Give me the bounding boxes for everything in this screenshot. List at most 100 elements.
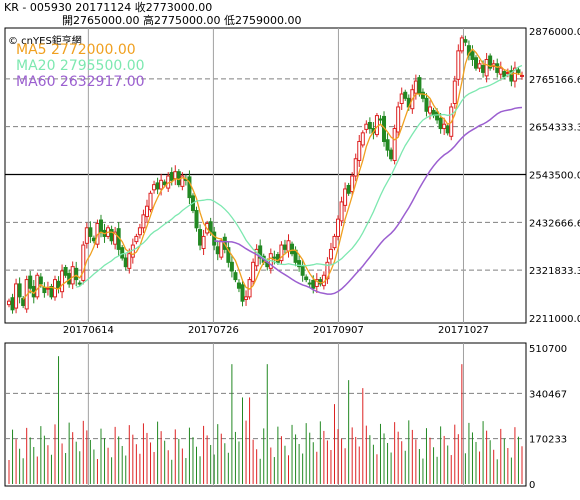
- source-label: © cnYES鉅亨網: [8, 36, 82, 47]
- candle-body: [304, 276, 309, 281]
- candle-body: [378, 118, 383, 121]
- candle-body: [70, 266, 75, 285]
- candle-body: [339, 201, 344, 222]
- candle-body: [463, 39, 468, 43]
- volume-panel: [4, 342, 527, 487]
- candle-body: [360, 132, 365, 146]
- candle-body: [159, 179, 164, 190]
- candle-body: [226, 247, 231, 263]
- candle-body: [332, 235, 337, 249]
- candle-body: [474, 57, 479, 69]
- candle-body: [343, 188, 348, 206]
- candle-body: [364, 123, 369, 130]
- candle-body: [60, 270, 65, 293]
- candle-body: [84, 227, 89, 244]
- price-tick-label: 2543500.00: [529, 171, 580, 182]
- candle-body: [17, 283, 22, 298]
- candle-body: [502, 71, 507, 78]
- candle-body: [272, 256, 277, 259]
- candle-body: [74, 267, 79, 281]
- candle-body: [120, 247, 125, 259]
- candle-body: [244, 296, 249, 300]
- candle-body: [459, 37, 464, 52]
- candle-body: [520, 74, 524, 77]
- candle-body: [91, 237, 96, 242]
- candle-body: [251, 261, 256, 282]
- candle-body: [420, 91, 425, 99]
- candle-body: [314, 279, 319, 287]
- candle-body: [123, 257, 128, 268]
- candle-body: [173, 171, 178, 180]
- volume-tick-label: 510700: [529, 344, 567, 355]
- candle-body: [180, 175, 185, 187]
- candle-body: [350, 175, 355, 193]
- candle-body: [374, 115, 379, 136]
- candle-body: [21, 298, 26, 306]
- candle-body: [392, 128, 397, 161]
- candle-body: [516, 69, 521, 73]
- candle-body: [385, 139, 390, 151]
- volume-tick-label: 340467: [529, 389, 567, 400]
- candle-body: [113, 231, 118, 245]
- legend-ma5: MA5 2772000.00: [16, 42, 136, 58]
- legend-ma20: MA20 2795500.00: [16, 58, 145, 74]
- candle-body: [208, 221, 213, 233]
- candle-body: [389, 149, 394, 160]
- date-tick-label: 20170907: [313, 325, 364, 336]
- candle-body: [148, 192, 153, 211]
- candle-body: [442, 123, 447, 130]
- candle-body: [424, 97, 429, 112]
- candle-body: [346, 185, 351, 194]
- candle-body: [38, 276, 43, 285]
- candle-body: [187, 176, 192, 199]
- candle-body: [488, 55, 493, 69]
- candle-body: [45, 287, 50, 290]
- candle-body: [7, 300, 11, 306]
- candle-body: [477, 63, 482, 69]
- candle-body: [219, 240, 224, 258]
- candle-body: [279, 244, 284, 262]
- candle-body: [282, 244, 287, 250]
- candle-body: [215, 246, 220, 255]
- candle-body: [127, 253, 132, 269]
- candle-body: [134, 235, 139, 243]
- candle-body: [144, 205, 149, 218]
- date-tick-label: 20170726: [188, 325, 239, 336]
- candle-body: [396, 106, 401, 133]
- candle-body: [212, 231, 217, 246]
- candle-body: [236, 282, 241, 289]
- candle-body: [109, 229, 114, 242]
- candle-body: [452, 80, 457, 105]
- candle-body: [229, 261, 234, 272]
- candle-body: [240, 284, 245, 302]
- candle-body: [10, 297, 15, 311]
- candle-body: [498, 67, 503, 75]
- candle-body: [258, 245, 263, 259]
- candle-body: [233, 272, 238, 281]
- price-tick-label: 2765166.6: [529, 75, 580, 86]
- candle-body: [286, 240, 291, 252]
- price-tick-label: 2211000.00: [529, 314, 580, 325]
- candle-body: [49, 285, 54, 298]
- volume-tick-label: 0: [529, 480, 535, 491]
- candle-body: [35, 274, 40, 298]
- candle-body: [81, 244, 86, 281]
- candle-body: [254, 248, 259, 267]
- candle-body: [417, 77, 422, 95]
- candle-body: [198, 229, 203, 246]
- ma20-line: [76, 64, 523, 288]
- candle-body: [512, 67, 517, 82]
- ma60-line: [214, 106, 523, 295]
- candle-body: [481, 65, 486, 73]
- candle-body: [28, 275, 33, 289]
- volume-tick-label: 170233: [529, 435, 567, 446]
- candle-body: [162, 181, 167, 186]
- candle-body: [495, 63, 500, 73]
- candle-body: [141, 214, 146, 229]
- ma5-line: [22, 48, 523, 300]
- price-tick-label: 2654333.3: [529, 123, 580, 134]
- candle-body: [484, 58, 489, 77]
- price-tick-label: 2432666.6: [529, 218, 580, 229]
- candle-body: [357, 140, 362, 161]
- candle-body: [63, 267, 68, 276]
